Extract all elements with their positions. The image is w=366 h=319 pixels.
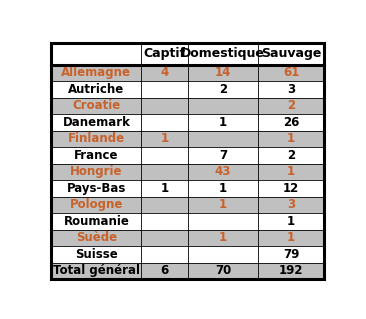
Text: 1: 1 xyxy=(287,215,295,228)
Text: Hongrie: Hongrie xyxy=(70,165,123,178)
Bar xyxy=(258,81,324,98)
Bar xyxy=(141,43,187,65)
Bar xyxy=(258,164,324,180)
Bar xyxy=(51,197,141,213)
Text: 1: 1 xyxy=(219,198,227,211)
Text: France: France xyxy=(74,149,119,162)
Bar xyxy=(258,114,324,130)
Text: 1: 1 xyxy=(219,182,227,195)
Text: 1: 1 xyxy=(219,116,227,129)
Bar xyxy=(258,98,324,114)
Text: 1: 1 xyxy=(287,165,295,178)
Bar xyxy=(51,43,141,65)
Text: 7: 7 xyxy=(219,149,227,162)
Bar xyxy=(141,65,187,81)
Bar xyxy=(51,263,141,279)
Bar xyxy=(51,246,141,263)
Bar xyxy=(141,213,187,230)
Bar xyxy=(51,164,141,180)
Bar xyxy=(51,147,141,164)
Text: Finlande: Finlande xyxy=(68,132,125,145)
Text: Captif: Captif xyxy=(143,48,186,60)
Bar xyxy=(51,213,141,230)
Bar xyxy=(258,130,324,147)
Text: 1: 1 xyxy=(160,182,168,195)
Bar xyxy=(258,197,324,213)
Bar xyxy=(188,197,258,213)
Text: 3: 3 xyxy=(287,198,295,211)
Bar xyxy=(188,164,258,180)
Bar xyxy=(51,130,141,147)
Bar xyxy=(188,246,258,263)
Text: 12: 12 xyxy=(283,182,299,195)
Text: Domestique: Domestique xyxy=(181,48,265,60)
Text: 1: 1 xyxy=(287,231,295,244)
Text: Danemark: Danemark xyxy=(63,116,130,129)
Bar xyxy=(51,180,141,197)
Bar xyxy=(188,81,258,98)
Text: 79: 79 xyxy=(283,248,299,261)
Bar xyxy=(141,81,187,98)
Bar xyxy=(141,230,187,246)
Text: 70: 70 xyxy=(215,264,231,277)
Text: 3: 3 xyxy=(287,83,295,96)
Text: Pays-Bas: Pays-Bas xyxy=(67,182,126,195)
Bar xyxy=(141,164,187,180)
Bar xyxy=(258,147,324,164)
Bar xyxy=(51,65,141,81)
Bar xyxy=(258,263,324,279)
Bar xyxy=(188,230,258,246)
Bar xyxy=(188,213,258,230)
Bar xyxy=(258,65,324,81)
Text: 192: 192 xyxy=(279,264,303,277)
Text: Sauvage: Sauvage xyxy=(261,48,321,60)
Bar xyxy=(141,180,187,197)
Bar xyxy=(188,263,258,279)
Text: 14: 14 xyxy=(215,66,231,79)
Text: Croatie: Croatie xyxy=(72,99,120,112)
Text: Allemagne: Allemagne xyxy=(61,66,131,79)
Bar xyxy=(51,81,141,98)
Text: 26: 26 xyxy=(283,116,299,129)
Bar xyxy=(258,180,324,197)
Text: 2: 2 xyxy=(219,83,227,96)
Bar xyxy=(188,114,258,130)
Bar xyxy=(258,43,324,65)
Bar xyxy=(51,114,141,130)
Text: 1: 1 xyxy=(219,231,227,244)
Bar xyxy=(141,197,187,213)
Bar xyxy=(141,114,187,130)
Bar xyxy=(258,213,324,230)
Text: Roumanie: Roumanie xyxy=(63,215,129,228)
Bar xyxy=(188,98,258,114)
Bar xyxy=(141,263,187,279)
Text: Suisse: Suisse xyxy=(75,248,118,261)
Bar xyxy=(141,98,187,114)
Bar xyxy=(258,230,324,246)
Bar xyxy=(188,147,258,164)
Bar xyxy=(141,246,187,263)
Text: Total général: Total général xyxy=(53,264,140,277)
Text: 1: 1 xyxy=(160,132,168,145)
Text: 4: 4 xyxy=(160,66,169,79)
Bar xyxy=(188,130,258,147)
Text: 2: 2 xyxy=(287,149,295,162)
Bar xyxy=(188,180,258,197)
Text: 61: 61 xyxy=(283,66,299,79)
Bar xyxy=(51,230,141,246)
Text: 43: 43 xyxy=(215,165,231,178)
Text: 6: 6 xyxy=(160,264,169,277)
Text: 1: 1 xyxy=(287,132,295,145)
Bar xyxy=(258,246,324,263)
Bar xyxy=(51,98,141,114)
Bar xyxy=(188,43,258,65)
Text: 2: 2 xyxy=(287,99,295,112)
Text: Suède: Suède xyxy=(76,231,117,244)
Bar xyxy=(188,65,258,81)
Text: Autriche: Autriche xyxy=(68,83,124,96)
Text: Pologne: Pologne xyxy=(70,198,123,211)
Bar xyxy=(141,147,187,164)
Bar xyxy=(141,130,187,147)
